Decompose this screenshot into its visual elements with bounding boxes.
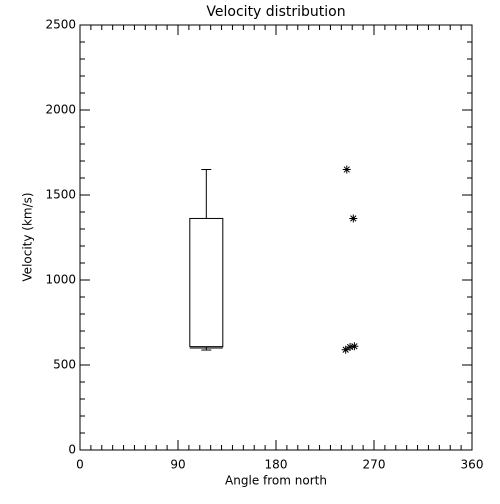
x-axis-label: Angle from north bbox=[225, 474, 327, 488]
y-tick-label: 2500 bbox=[45, 18, 76, 32]
x-tick-label: 90 bbox=[170, 458, 185, 472]
point bbox=[349, 214, 358, 223]
x-tick-label: 360 bbox=[461, 458, 484, 472]
point bbox=[342, 165, 351, 174]
y-tick-label: 0 bbox=[68, 443, 76, 457]
x-tick-label: 270 bbox=[363, 458, 386, 472]
y-tick-label: 500 bbox=[53, 358, 76, 372]
y-tick-label: 2000 bbox=[45, 103, 76, 117]
plot-frame bbox=[79, 24, 473, 451]
point bbox=[346, 342, 355, 351]
point bbox=[341, 345, 350, 354]
chart-title: Velocity distribution bbox=[206, 4, 345, 20]
y-axis-label: Velocity (km/s) bbox=[21, 192, 35, 281]
y-tick-label: 1500 bbox=[45, 188, 76, 202]
y-tick-label: 1000 bbox=[45, 273, 76, 287]
point bbox=[350, 342, 359, 351]
x-tick-label: 180 bbox=[265, 458, 288, 472]
box-body bbox=[189, 217, 224, 348]
x-tick-label: 0 bbox=[76, 458, 84, 472]
